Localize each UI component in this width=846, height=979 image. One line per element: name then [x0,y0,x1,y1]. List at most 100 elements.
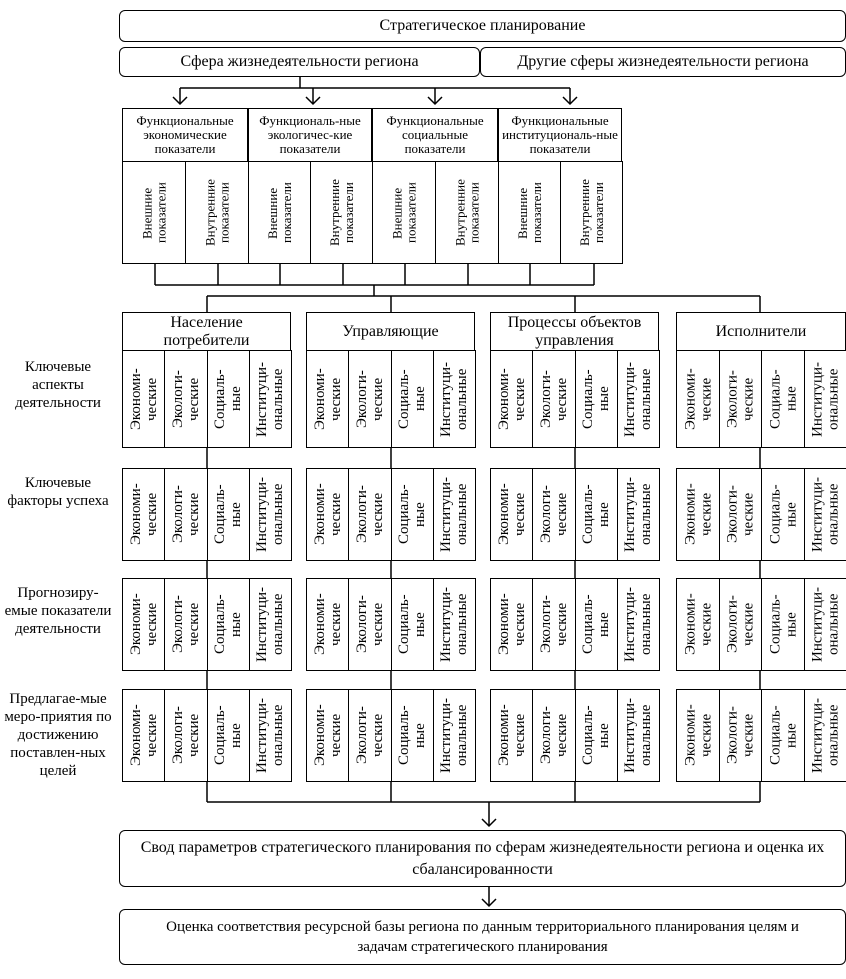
aspect-label: Экономи- ческие [127,704,160,767]
institutional-cell: Институци- ональные [803,578,846,671]
aspect-label: Институци- ональные [438,477,471,553]
economic-cell: Экономи- ческие [490,468,534,561]
institutional-cell: Институци- ональные [432,689,476,782]
ecological-cell: Экологи- ческие [532,468,576,561]
social-cell: Социаль- ные [390,689,434,782]
functional-indicator-title: Функциональные социальные показатели [386,113,484,156]
aspect-label: Экономи- ческие [311,593,344,656]
economic-cell: Экономи- ческие [490,689,534,782]
aspect-label: Институци- ональные [254,698,287,774]
stakeholder-group-header: Население потребители [122,312,291,351]
economic-cell: Экономи- ческие [122,689,166,782]
aspect-label: Экономи- ческие [311,704,344,767]
ecological-cell: Экологи- ческие [348,578,392,671]
functional-indicator-header: Функциональные социальные показатели [372,108,498,162]
institutional-cell: Институци- ональные [248,689,292,782]
aspect-label: Социаль- ные [766,369,799,429]
social-cell: Социаль- ные [206,468,250,561]
social-cell: Социаль- ные [390,578,434,671]
other-spheres-box: Другие сферы жизнедеятельности региона [480,47,846,77]
aspect-label: Экономи- ческие [127,593,160,656]
aspect-label: Экологи- ческие [724,706,757,765]
indicator-label: Внутренние показатели [576,179,606,246]
ecological-cell: Экологи- ческие [164,689,208,782]
economic-cell: Экономи- ческие [122,350,166,448]
aspect-label: Социаль- ные [212,594,245,655]
aspect-label: Социаль- ные [580,705,613,766]
social-cell: Социаль- ные [761,689,805,782]
economic-cell: Экономи- ческие [306,468,350,561]
social-cell: Социаль- ные [206,350,250,448]
aspect-label: Социаль- ные [212,484,245,545]
ecological-cell: Экологи- ческие [164,350,208,448]
aspect-label: Экономи- ческие [681,368,714,430]
aspect-label: Социаль- ные [766,484,799,545]
aspect-label: Социаль- ные [580,594,613,655]
external-indicators-cell: Внешние показатели [248,161,311,264]
economic-cell: Экономи- ческие [122,578,166,671]
ecological-cell: Экологи- ческие [718,468,762,561]
aspect-label: Экономи- ческие [127,483,160,546]
stakeholder-group-title: Процессы объектов управления [507,313,642,349]
aspect-label: Экологи- ческие [353,370,386,428]
aspect-label: Экологи- ческие [724,485,757,544]
aspect-label: Экономи- ческие [495,704,528,767]
external-indicators-cell: Внешние показатели [498,161,561,264]
aspect-label: Институци- ональные [438,698,471,774]
summary-box: Свод параметров стратегического планиров… [119,830,846,887]
summary-text: Свод параметров стратегического планиров… [140,838,825,878]
economic-cell: Экономи- ческие [490,350,534,448]
indicator-label: Внутренние показатели [202,179,231,246]
aspect-label: Социаль- ные [580,484,613,545]
aspect-label: Институци- ональные [809,361,842,437]
social-cell: Социаль- ные [574,350,618,448]
stakeholder-group-header: Процессы объектов управления [490,312,659,351]
functional-indicator-title: Функциональ-ные экологичес-кие показател… [259,113,361,156]
row-label-forecast-indicators: Прогнозиру-емые показатели деятельности [4,585,112,637]
institutional-cell: Институци- ональные [616,578,660,671]
aspect-label: Экономи- ческие [495,483,528,546]
ecological-cell: Экологи- ческие [164,578,208,671]
internal-indicators-cell: Внутренние показатели [435,161,499,264]
ecological-cell: Экологи- ческие [348,468,392,561]
stakeholder-group-header: Управляющие [306,312,475,351]
institutional-cell: Институци- ональные [248,468,292,561]
aspect-label: Институци- ональные [622,698,655,774]
stakeholder-group-header: Исполнители [676,312,846,351]
indicator-label: Внутренние показатели [452,179,481,246]
economic-cell: Экономи- ческие [676,350,720,448]
social-cell: Социаль- ные [761,350,805,448]
aspect-label: Экономи- ческие [681,593,714,656]
social-cell: Социаль- ные [574,468,618,561]
institutional-cell: Институци- ональные [432,578,476,671]
aspect-label: Институци- ональные [809,477,842,553]
aspect-label: Социаль- ные [396,705,429,766]
aspect-label: Социаль- ные [212,369,245,429]
economic-cell: Экономи- ческие [306,689,350,782]
stakeholder-group-title: Исполнители [715,322,807,340]
aspect-label: Экологи- ческие [724,370,757,428]
row-label-key-aspects: Ключевые аспекты деятельности [15,359,101,411]
aspect-label: Экологи- ческие [537,706,570,765]
economic-cell: Экономи- ческие [306,578,350,671]
social-cell: Социаль- ные [574,689,618,782]
region-sphere-box: Сфера жизнедеятельности региона [119,47,480,77]
internal-indicators-cell: Внутренние показатели [185,161,249,264]
economic-cell: Экономи- ческие [122,468,166,561]
economic-cell: Экономи- ческие [490,578,534,671]
aspect-label: Экологи- ческие [353,595,386,654]
ecological-cell: Экологи- ческие [532,578,576,671]
social-cell: Социаль- ные [206,689,250,782]
aspect-label: Экологи- ческие [169,370,202,428]
internal-indicators-cell: Внутренние показатели [560,161,623,264]
institutional-cell: Институци- ональные [432,468,476,561]
institutional-cell: Институци- ональные [803,468,846,561]
institutional-cell: Институци- ональные [803,350,846,448]
aspect-label: Экономи- ческие [681,483,714,546]
aspect-label: Социаль- ные [580,369,613,429]
assessment-text: Оценка соответствия ресурсной базы регио… [166,919,799,955]
economic-cell: Экономи- ческие [676,468,720,561]
aspect-label: Социаль- ные [396,484,429,545]
aspect-label: Экологи- ческие [353,485,386,544]
